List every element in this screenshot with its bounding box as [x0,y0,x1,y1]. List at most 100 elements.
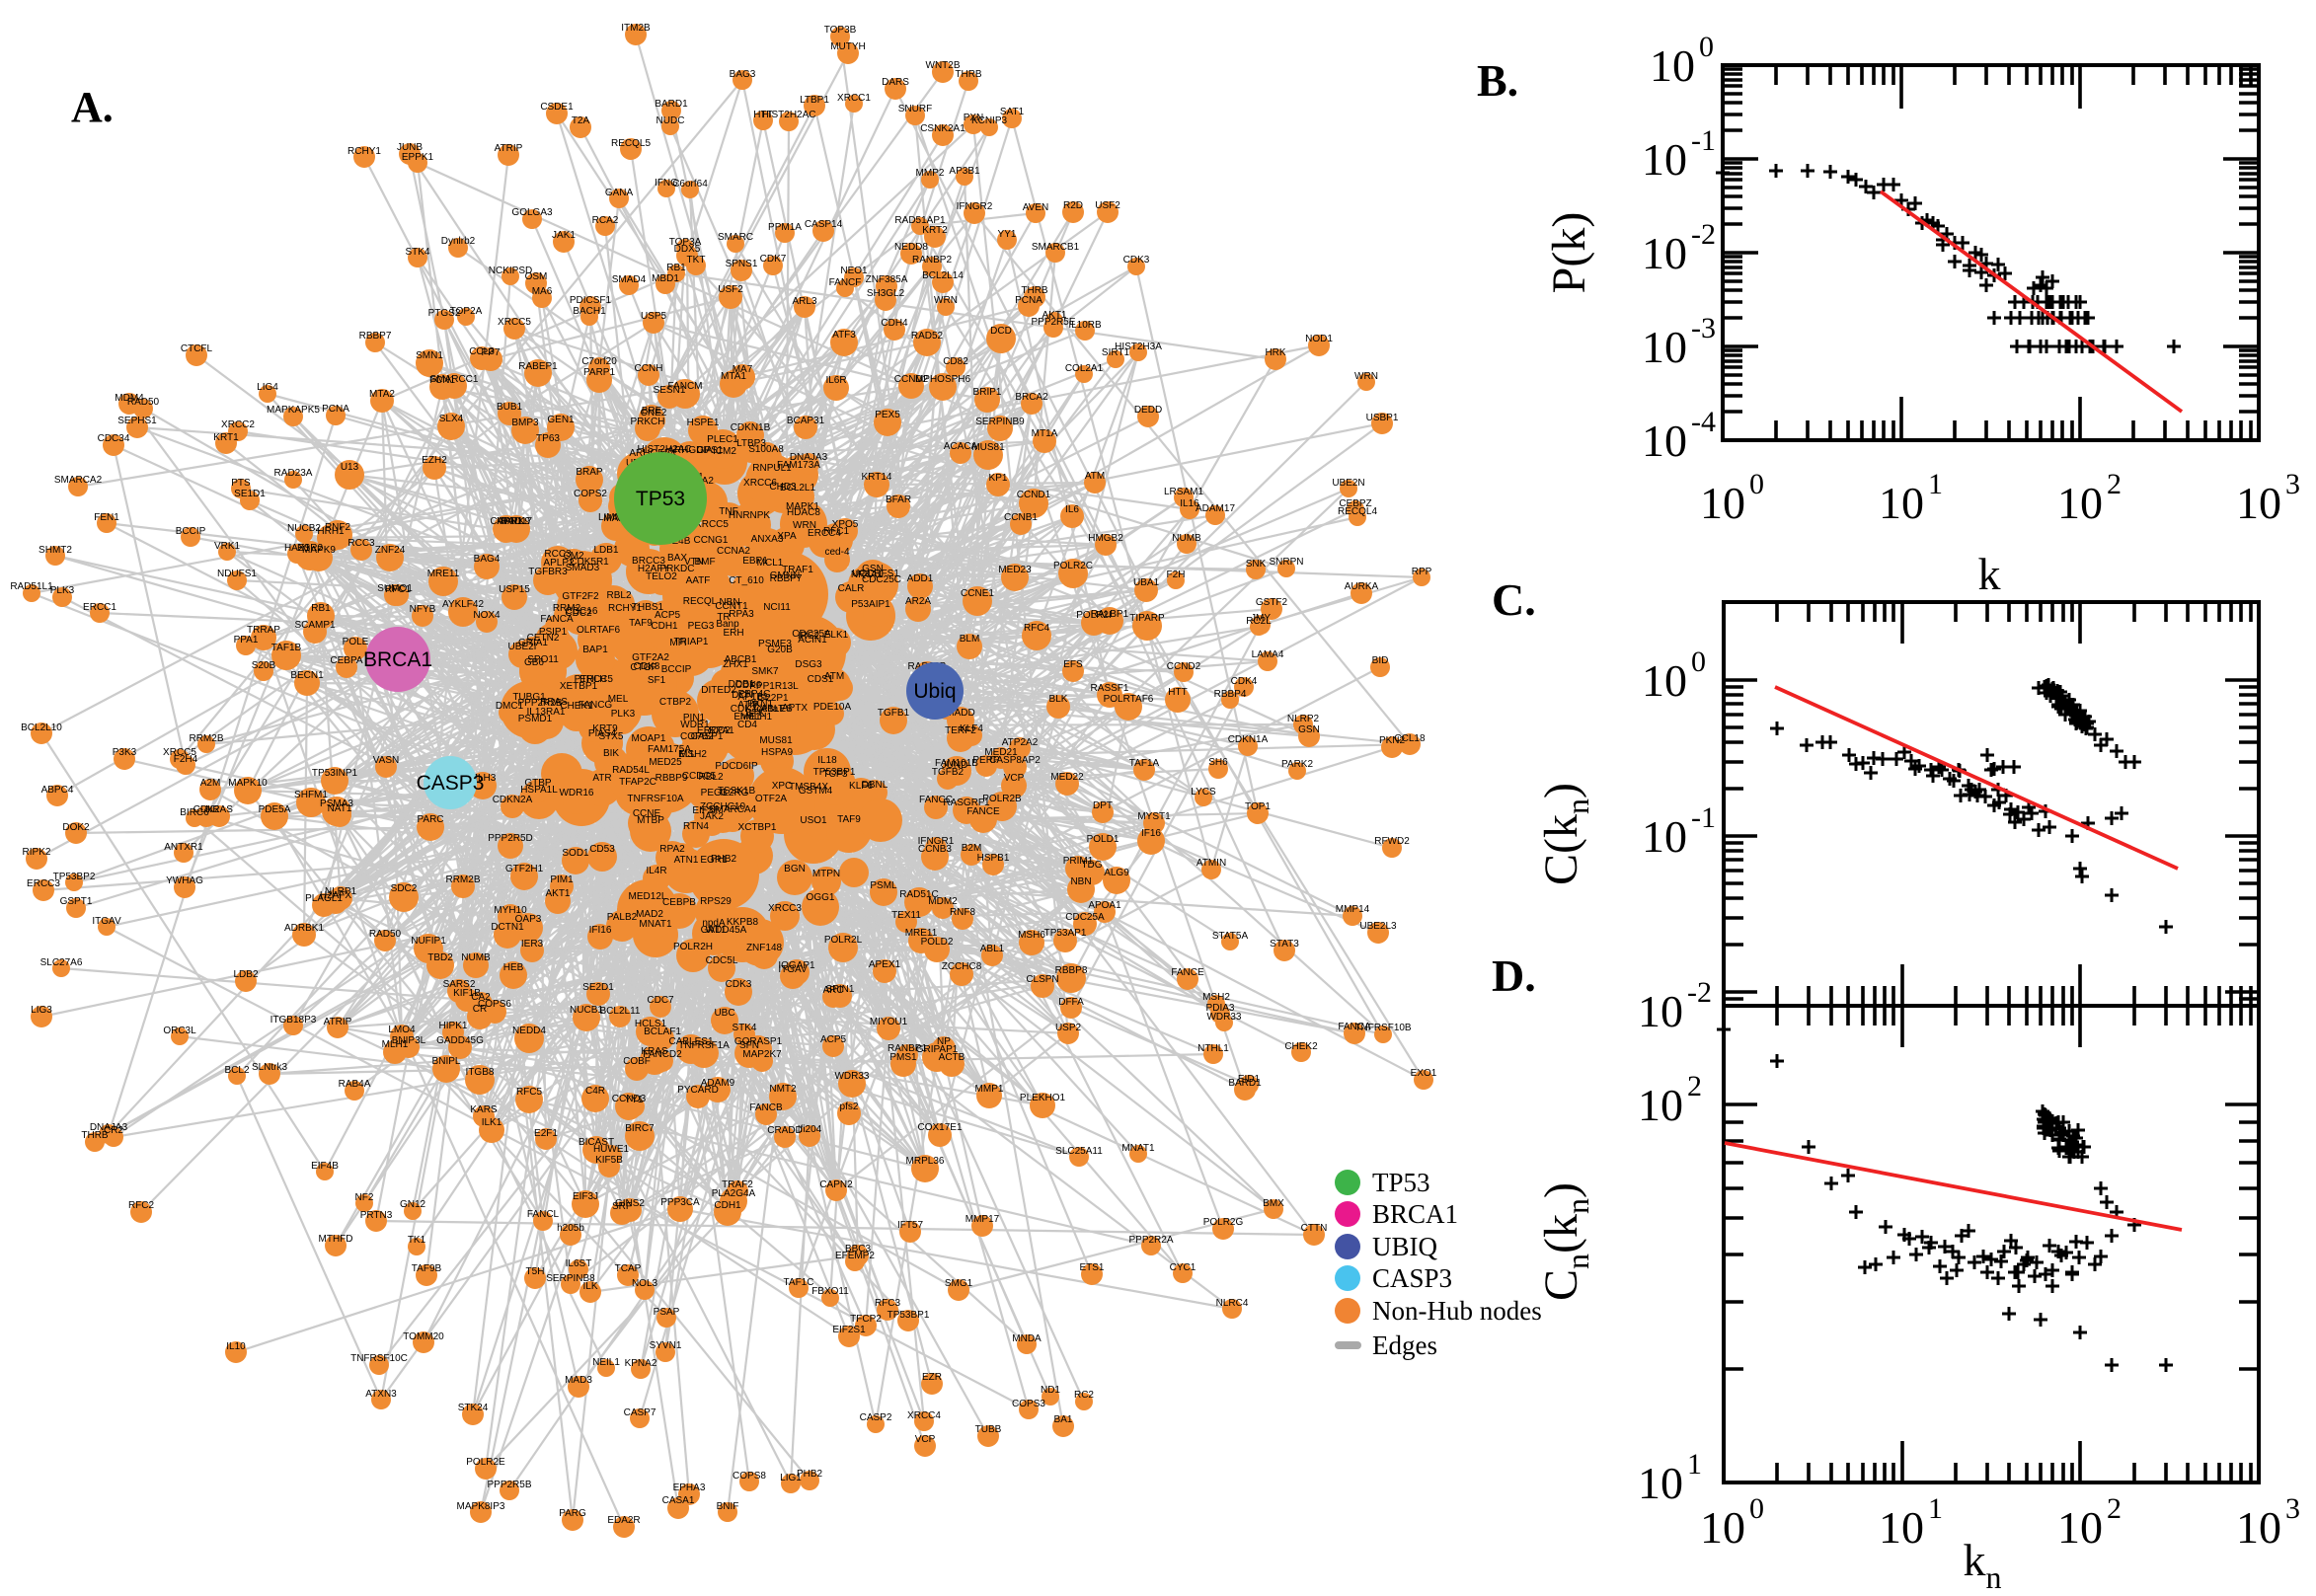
svg-text:HRK: HRK [1265,347,1285,358]
svg-text:TRAF1: TRAF1 [782,565,813,575]
svg-text:SNRPN: SNRPN [1269,557,1303,568]
svg-text:ITGAV: ITGAV [92,916,121,927]
svg-text:EIF4B: EIF4B [311,1161,339,1172]
svg-text:HIPK1: HIPK1 [439,1021,468,1031]
svg-text:CDC25A: CDC25A [1065,912,1105,923]
svg-text:DBNL: DBNL [862,780,888,791]
svg-text:10: 10 [1642,655,1687,706]
svg-text:CCND2: CCND2 [894,374,929,385]
svg-text:STAT3: STAT3 [1270,939,1299,950]
svg-text:10: 10 [1700,478,1745,528]
svg-text:AVEN: AVEN [1023,202,1049,213]
svg-text:1: 1 [1687,1448,1702,1481]
svg-text:GPS1: GPS1 [697,445,724,456]
svg-text:BNIPL: BNIPL [432,1056,461,1067]
svg-text:XRCC2: XRCC2 [221,419,255,430]
svg-text:RNF8: RNF8 [950,907,976,918]
svg-text:USF2: USF2 [718,284,743,295]
svg-text:NCI11: NCI11 [763,602,791,613]
svg-text:P53AIP1: P53AIP1 [851,599,890,610]
svg-text:CCNE: CCNE [633,808,661,819]
svg-text:PRTN3: PRTN3 [360,1210,393,1221]
svg-text:MSH2: MSH2 [1202,992,1230,1003]
svg-text:IF16: IF16 [1141,828,1161,839]
svg-text:3: 3 [2285,1492,2300,1525]
svg-text:SPNS1: SPNS1 [726,259,758,269]
svg-text:DITED2: DITED2 [701,685,736,696]
svg-text:ORC3L: ORC3L [163,1026,196,1036]
svg-text:CCNB3: CCNB3 [918,844,952,855]
svg-text:SMG1: SMG1 [945,1278,973,1289]
svg-text:FANCD2: FANCD2 [643,1049,682,1060]
svg-text:B.: B. [1477,55,1518,106]
svg-text:TCAP: TCAP [615,1263,642,1274]
svg-text:RBBP4: RBBP4 [1214,689,1247,700]
svg-text:0: 0 [1749,468,1764,500]
svg-text:SESN1: SESN1 [654,385,686,396]
svg-text:KRT14: KRT14 [862,472,892,483]
svg-text:TAF9: TAF9 [629,618,653,629]
svg-text:FEN1: FEN1 [94,512,119,523]
svg-text:SAT1: SAT1 [1000,107,1025,117]
svg-text:PRIM1: PRIM1 [1063,856,1094,867]
svg-text:RFWD2: RFWD2 [1374,836,1410,847]
svg-text:BFAR: BFAR [886,494,911,505]
svg-text:BUB1: BUB1 [497,402,523,413]
svg-text:POLR2E: POLR2E [466,1457,505,1468]
svg-text:LAMA4: LAMA4 [1252,649,1284,660]
svg-text:MED25: MED25 [649,757,682,768]
svg-text:10: 10 [1638,986,1683,1036]
svg-text:RAD50: RAD50 [369,929,402,940]
svg-text:PIM1: PIM1 [550,874,574,885]
svg-text:RPS29: RPS29 [700,896,732,907]
svg-text:CEBPA: CEBPA [330,655,362,666]
svg-text:TSSK1B: TSSK1B [718,786,756,797]
svg-text:SMARCB1: SMARCB1 [1032,242,1080,253]
svg-text:COPS2: COPS2 [574,489,607,499]
svg-text:CASP14: CASP14 [805,219,843,230]
svg-text:ILK1: ILK1 [482,1117,502,1128]
svg-text:HSPE1: HSPE1 [687,418,720,428]
svg-text:MAD3: MAD3 [565,1375,592,1386]
svg-text:ACACA: ACACA [944,441,978,452]
svg-text:IL6: IL6 [1065,504,1079,515]
svg-text:MTA1: MTA1 [721,371,746,382]
svg-text:BACH1: BACH1 [573,306,606,317]
svg-text:JUND: JUND [942,760,968,771]
svg-text:BARD1: BARD1 [655,99,688,110]
svg-text:GRIA1: GRIA1 [518,638,548,648]
svg-text:KRAS: KRAS [641,1046,668,1057]
svg-text:FAM173A: FAM173A [777,460,820,471]
svg-text:PARC: PARC [417,814,443,825]
svg-text:FANCE: FANCE [1171,967,1204,978]
svg-text:Ubiq: Ubiq [913,680,956,703]
svg-text:IER3: IER3 [521,939,544,950]
svg-text:RECQL: RECQL [683,596,718,607]
svg-text:POLR2L: POLR2L [824,935,863,946]
svg-text:BLM: BLM [960,634,980,645]
svg-text:SF1: SF1 [648,675,666,686]
svg-text:FANCC: FANCC [919,795,953,805]
svg-text:GINS2: GINS2 [615,1198,645,1209]
svg-text:HNRNPK: HNRNPK [729,510,771,521]
svg-text:XPA: XPA [777,531,797,542]
svg-text:TP53BP1: TP53BP1 [813,767,856,778]
svg-text:HCLS1: HCLS1 [635,1019,667,1029]
svg-text:LDB2: LDB2 [233,969,258,980]
svg-text:MDM4: MDM4 [115,393,144,404]
svg-text:GORASP1: GORASP1 [734,1036,783,1047]
svg-text:h205b: h205b [557,1223,584,1234]
svg-text:POLR2C: POLR2C [1053,561,1093,571]
svg-text:MCL1: MCL1 [757,558,784,569]
svg-text:ATXN3: ATXN3 [365,1389,397,1400]
svg-text:TGFB2: TGFB2 [932,767,965,778]
svg-text:TMSB4X: TMSB4X [789,782,828,793]
svg-text:PRKDC: PRKDC [659,564,694,574]
svg-text:AATF: AATF [686,575,711,586]
svg-text:LRSAM1: LRSAM1 [1164,487,1203,497]
svg-text:DDX5: DDX5 [674,244,701,255]
svg-text:ADRBK1: ADRBK1 [284,923,324,934]
svg-text:C6orf64: C6orf64 [672,179,708,190]
svg-text:CDK5R1: CDK5R1 [570,557,609,568]
svg-text:TOMM20: TOMM20 [403,1331,444,1342]
